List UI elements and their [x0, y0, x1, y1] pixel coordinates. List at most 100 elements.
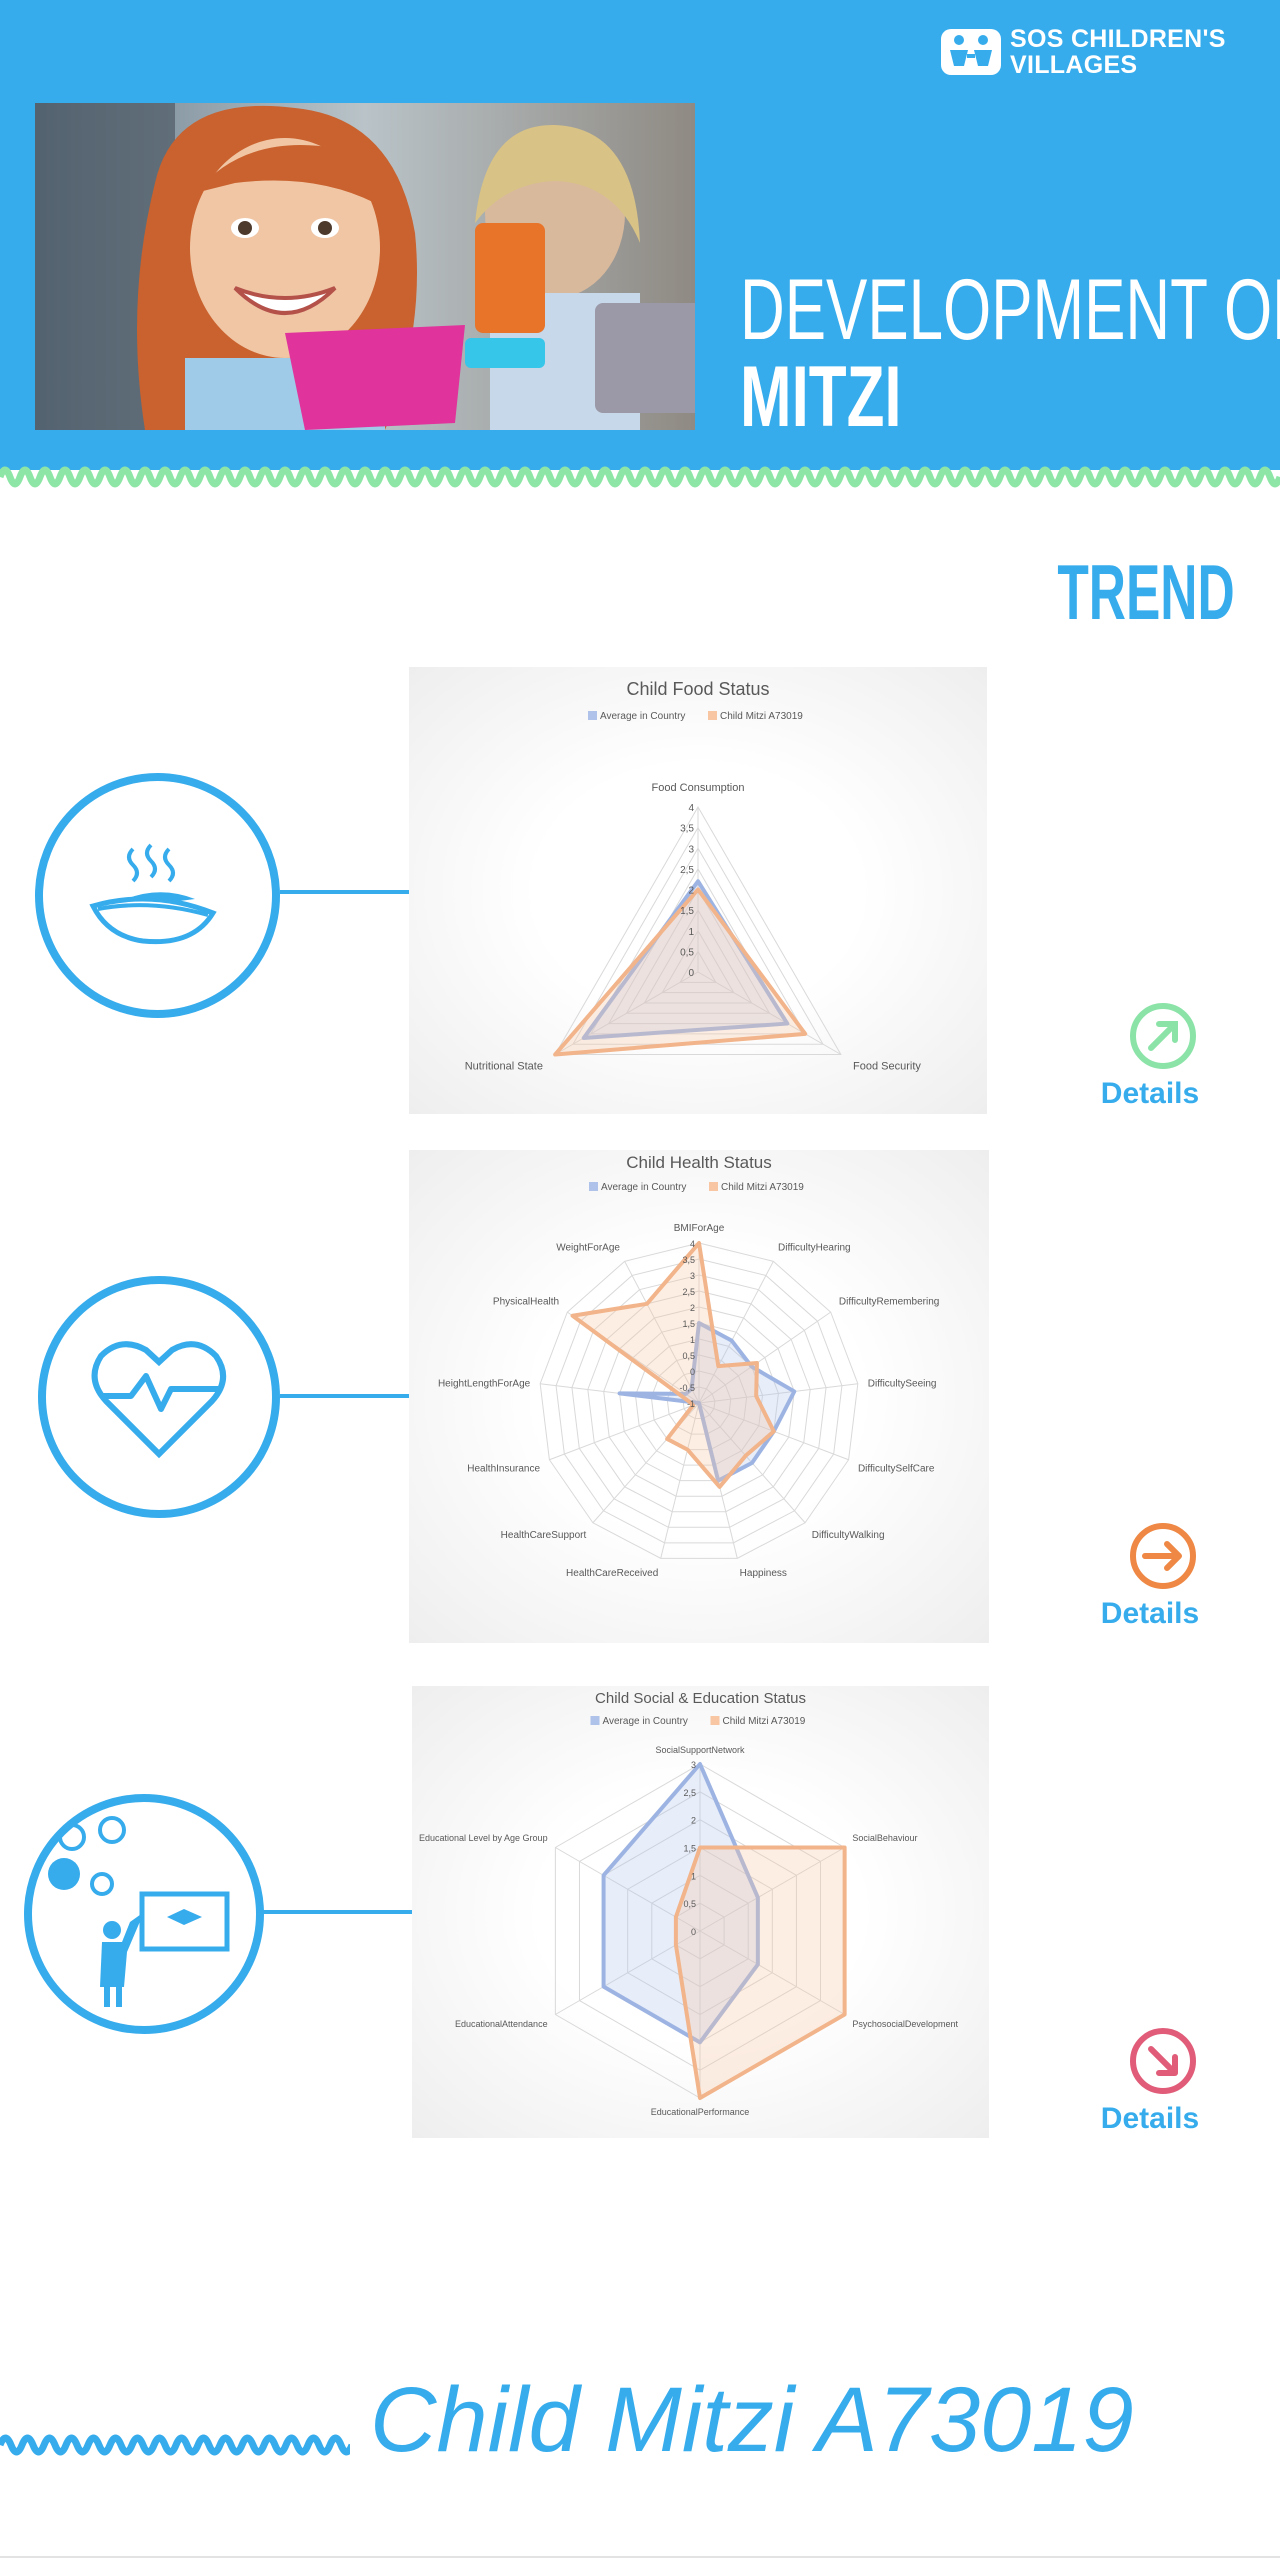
food-radar-chart: Child Food Status Average in Country Child… — [465, 679, 922, 1073]
education-section-icon-circle — [24, 1794, 264, 2034]
health-section-icon-circle — [38, 1276, 280, 1518]
category-label: Food Security — [853, 1061, 921, 1073]
wave-divider — [0, 466, 1280, 488]
category-label: HealthCareSupport — [501, 1530, 587, 1541]
food-chart-card: Child Food Status Average in Country Child… — [409, 667, 987, 1114]
legend-label-average: Average in Country — [600, 711, 685, 722]
grid-ring — [589, 847, 807, 1035]
tick-label: 4 — [690, 1239, 695, 1249]
tick-label: 3,5 — [682, 1255, 695, 1265]
series-child-area — [673, 1845, 847, 2100]
logo-line-1: SOS CHILDREN'S — [1010, 25, 1226, 53]
category-label: EducationalAttendance — [455, 2019, 548, 2029]
category-label: PsychosocialDevelopment — [852, 2019, 958, 2029]
education-details-label: Details — [1100, 2102, 1200, 2135]
chart-title: Child Health Status — [626, 1153, 772, 1172]
legend-swatch-child — [708, 711, 717, 720]
tick-label: 1,5 — [680, 906, 694, 917]
footer-divider — [0, 2556, 1280, 2558]
legend-swatch-average — [588, 711, 597, 720]
category-label: HealthInsurance — [467, 1463, 540, 1474]
category-label: DifficultyHearing — [778, 1242, 851, 1253]
chart-title: Child Food Status — [626, 679, 769, 699]
category-label: Happiness — [740, 1568, 787, 1579]
education-details-button[interactable]: Details — [1080, 2005, 1220, 2136]
legend-swatch-average — [589, 1182, 598, 1191]
tick-label: 3 — [691, 1760, 696, 1770]
series-child-area — [553, 887, 808, 1057]
grid-spoke — [698, 1311, 831, 1404]
tick-label: -0,5 — [679, 1383, 695, 1393]
legend-swatch-child — [709, 1182, 718, 1191]
grid-ring — [554, 806, 842, 1055]
category-label: DifficultySeeing — [868, 1379, 937, 1390]
child-photo — [35, 103, 695, 430]
category-label: SocialSupportNetwork — [655, 1745, 745, 1755]
category-label: Educational Level by Age Group — [419, 1833, 548, 1843]
grid-ring — [607, 867, 789, 1025]
legend-swatch-child — [710, 1716, 720, 1725]
grid-ring — [643, 909, 753, 1004]
chart-legend: Average in Country Child Mitzi A73019 — [589, 1182, 804, 1193]
footer-child-label: Child Mitzi A73019 — [370, 2369, 1134, 2471]
sos-logo[interactable]: SOS CHILDREN'S VILLAGES — [940, 24, 1240, 80]
arrow-down-right-icon — [1130, 2028, 1196, 2094]
food-details-button[interactable]: Details — [1080, 980, 1220, 1111]
arrow-up-right-icon — [1130, 1003, 1196, 1069]
tick-label: 1 — [690, 1335, 695, 1345]
tick-label: 0,5 — [682, 1351, 695, 1361]
grid-ring — [603, 1306, 795, 1497]
tick-label: 4 — [688, 803, 694, 814]
legend-label-child: Child Mitzi A73019 — [723, 1716, 806, 1727]
category-label: SocialBehaviour — [852, 1833, 917, 1843]
grid-spoke — [554, 971, 699, 1055]
child-name-title: MITZI — [740, 349, 902, 445]
logo-children-icon — [941, 29, 1001, 75]
grid-spoke — [660, 1402, 700, 1559]
grid-ring — [539, 1242, 859, 1559]
chart-title: Child Social & Education Status — [595, 1690, 806, 1707]
development-title: DEVELOPMENT OF: — [740, 262, 1280, 358]
tick-label: 2 — [691, 1816, 696, 1826]
category-label: Food Consumption — [652, 782, 745, 794]
grid-ring — [679, 950, 717, 983]
legend-label-child: Child Mitzi A73019 — [720, 711, 803, 722]
grid-ring — [555, 1258, 843, 1544]
heart-pulse-icon — [91, 1341, 226, 1459]
tick-label: 3 — [688, 844, 694, 855]
tick-label: 0 — [690, 1367, 695, 1377]
tick-label: -1 — [687, 1399, 695, 1409]
trend-heading: TREND — [1057, 548, 1235, 636]
grid-ring — [619, 1322, 779, 1482]
grid-ring — [571, 1274, 827, 1528]
category-label: HeightLengthForAge — [438, 1379, 531, 1390]
chart-legend: Average in Country Child Mitzi A73019 — [588, 711, 803, 722]
category-label: BMIForAge — [674, 1223, 725, 1234]
tick-label: 0 — [691, 1927, 696, 1937]
tick-label: 1,5 — [682, 1319, 695, 1329]
tick-label: 3,5 — [680, 824, 694, 835]
category-label: HealthCareReceived — [566, 1568, 658, 1579]
category-label: Nutritional State — [465, 1061, 543, 1073]
food-section-icon-circle — [35, 773, 280, 1018]
logo-line-2: VILLAGES — [1010, 51, 1138, 79]
tick-label: 0,5 — [680, 947, 694, 958]
category-label: WeightForAge — [556, 1242, 620, 1253]
logo-text: SOS CHILDREN'S VILLAGES — [1010, 26, 1226, 78]
education-radar-chart: Child Social & Education Status Average i… — [419, 1690, 958, 2117]
footer-wave — [0, 2434, 350, 2456]
tick-label: 1 — [691, 1871, 696, 1881]
grid-spoke — [698, 1383, 858, 1404]
grid-ring — [587, 1290, 811, 1513]
health-connector-line — [280, 1394, 410, 1398]
category-label: DifficultyWalking — [812, 1530, 885, 1541]
tick-label: 2,5 — [680, 865, 694, 876]
grid-ring — [625, 888, 771, 1014]
food-details-label: Details — [1100, 1077, 1200, 1110]
category-label: PhysicalHealth — [493, 1296, 559, 1307]
teacher-education-icon — [48, 1816, 230, 2007]
grid-spoke — [699, 1930, 845, 2015]
health-details-button[interactable]: Details — [1080, 1500, 1220, 1631]
legend-label-average: Average in Country — [601, 1182, 686, 1193]
tick-label: 2 — [690, 1303, 695, 1313]
